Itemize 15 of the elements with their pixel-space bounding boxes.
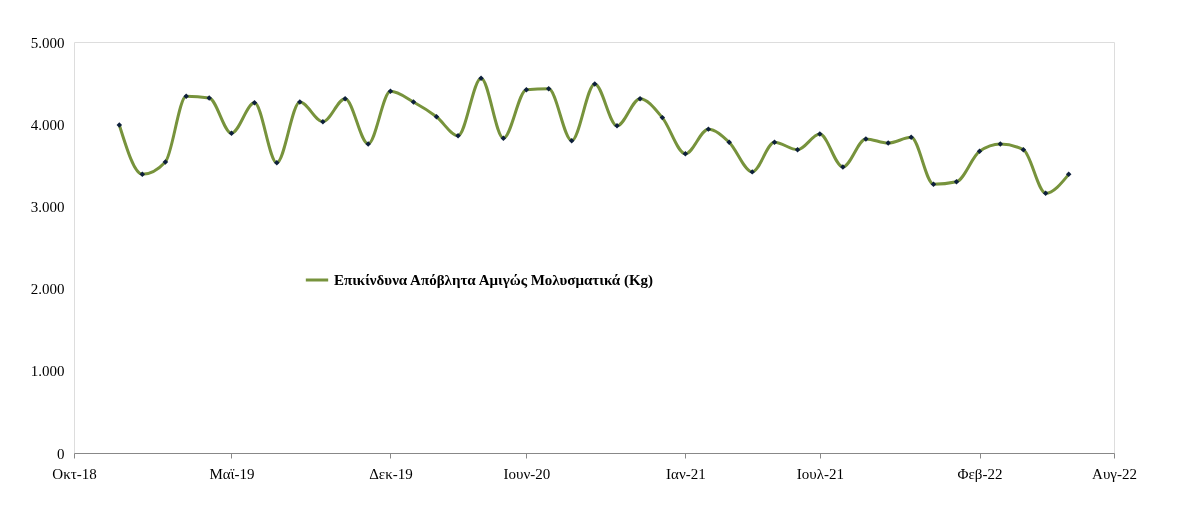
x-tick-label: Δεκ-19 — [369, 465, 413, 482]
y-tick-label: 2.000 — [30, 281, 65, 298]
legend-label: Επικίνδυνα Απόβλητα Αμιγώς Μολυσματικά (Kg) — [334, 272, 654, 289]
x-tick-label: Ιουλ-21 — [796, 465, 844, 482]
x-tick-label: Μαϊ-19 — [209, 465, 255, 482]
y-tick-label: 1.000 — [30, 363, 65, 380]
y-tick-label: 0 — [57, 445, 65, 462]
x-tick-label: Ιαν-21 — [666, 465, 706, 482]
y-tick-label: 3.000 — [30, 198, 65, 215]
x-tick-label: Φεβ-22 — [957, 465, 1003, 482]
y-tick-label: 4.000 — [30, 116, 65, 133]
x-tick-label: Αυγ-22 — [1092, 465, 1137, 482]
x-tick-label: Ιουν-20 — [503, 465, 551, 482]
x-tick-label: Οκτ-18 — [52, 465, 97, 482]
y-tick-label: 5.000 — [30, 34, 65, 51]
